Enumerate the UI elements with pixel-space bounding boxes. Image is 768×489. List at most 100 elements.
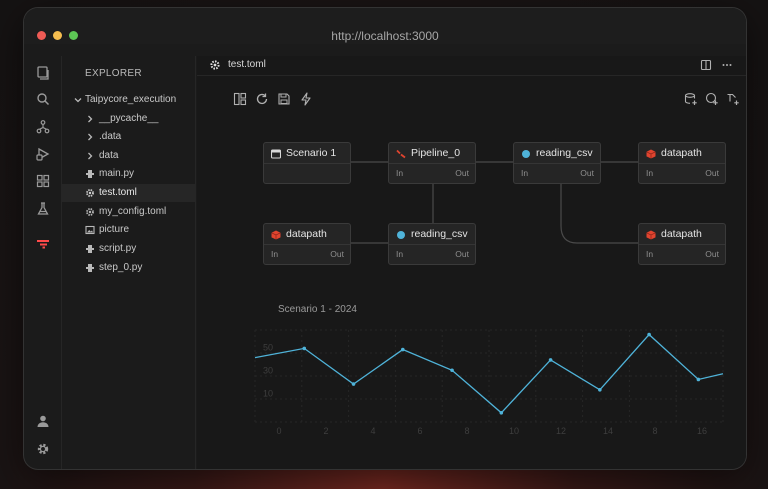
add-pipeline-icon[interactable] — [726, 92, 740, 106]
files-icon[interactable] — [35, 65, 51, 81]
node-datapath-3[interactable]: datapath In Out — [638, 223, 726, 265]
add-task-icon[interactable] — [705, 92, 719, 106]
tree-item-label: step_0.py — [99, 262, 143, 273]
image-file-icon — [85, 225, 95, 235]
tree-item-label: __pycache__ — [99, 113, 159, 124]
testing-flask-icon[interactable] — [35, 201, 51, 217]
tree-item-label: my_config.toml — [99, 206, 167, 217]
scenario-icon — [271, 149, 281, 159]
gear-file-icon — [86, 189, 94, 197]
python-file-icon — [86, 170, 94, 178]
tree-file-script-py[interactable]: script.py — [62, 240, 196, 258]
x-tick-label: 4 — [370, 426, 375, 436]
explorer-panel: EXPLORER Taipycore_execution __pycache__… — [62, 56, 196, 469]
gear-file-icon — [210, 60, 220, 70]
dag-edges — [351, 161, 639, 244]
data-node-icon — [646, 149, 656, 159]
settings-gear-icon[interactable] — [35, 441, 51, 457]
lightning-icon[interactable] — [299, 92, 313, 106]
scenario-line-chart: Scenario 1 - 2024 50 30 10 0 2 4 6 8 10 12 14 8 16 — [254, 304, 724, 436]
refresh-icon[interactable] — [255, 92, 269, 106]
tree-item-label: script.py — [99, 243, 137, 254]
run-debug-icon[interactable] — [35, 146, 51, 162]
x-tick-label: 8 — [652, 426, 657, 436]
taipy-logo-icon[interactable] — [35, 236, 51, 252]
pin-out[interactable]: Out — [705, 249, 719, 259]
browser-window: http://localhost:3000 EXPLORER Taipycore… — [24, 8, 746, 469]
y-tick-label: 30 — [263, 365, 273, 375]
extensions-icon[interactable] — [35, 173, 51, 189]
chart-title: Scenario 1 - 2024 — [278, 304, 357, 315]
y-tick-label: 50 — [263, 342, 273, 352]
url-bar[interactable]: http://localhost:3000 — [331, 29, 439, 43]
node-title: Pipeline_0 — [411, 147, 461, 159]
tree-folder-pycache[interactable]: __pycache__ — [62, 110, 196, 128]
pin-out[interactable]: Out — [330, 249, 344, 259]
node-scenario-1[interactable]: Scenario 1 — [263, 142, 351, 184]
tree-file-picture[interactable]: picture — [62, 221, 196, 239]
tree-item-label: picture — [99, 224, 130, 235]
node-datapath-2[interactable]: datapath In Out — [263, 223, 351, 265]
tree-item-label: Taipycore_execution — [85, 94, 177, 105]
chevron-right-icon — [88, 133, 93, 141]
search-icon[interactable] — [35, 91, 51, 107]
chevron-right-icon — [88, 115, 93, 123]
data-point — [450, 368, 454, 373]
data-point — [302, 346, 307, 351]
python-file-icon — [86, 245, 94, 253]
x-tick-label: 2 — [323, 426, 328, 436]
pin-in[interactable]: In — [271, 249, 279, 259]
editor-area: test.toml Scenario 1 — [197, 56, 746, 469]
tree-item-label: test.toml — [99, 187, 137, 198]
layout-icon[interactable] — [233, 92, 247, 106]
tree-file-test-toml[interactable]: test.toml — [62, 184, 196, 202]
node-datapath-1[interactable]: datapath In Out — [638, 142, 726, 184]
pin-in[interactable]: In — [646, 168, 654, 178]
pin-out[interactable]: Out — [580, 168, 594, 178]
data-point — [598, 388, 602, 392]
tree-folder-dot-data[interactable]: .data — [62, 128, 196, 146]
pin-out[interactable]: Out — [455, 249, 469, 259]
source-control-icon[interactable] — [35, 119, 51, 135]
task-icon — [522, 150, 530, 158]
node-title: Scenario 1 — [286, 147, 337, 159]
pin-in[interactable]: In — [396, 249, 404, 259]
explorer-title: EXPLORER — [85, 68, 142, 79]
x-tick-label: 6 — [417, 426, 422, 436]
data-node-icon — [271, 230, 281, 240]
node-title: reading_csv — [411, 228, 468, 240]
task-icon — [397, 231, 405, 239]
tree-folder-data[interactable]: data — [62, 147, 196, 165]
minimize-window-button[interactable] — [53, 31, 62, 40]
node-title: datapath — [661, 147, 702, 159]
data-point — [499, 411, 504, 415]
close-window-button[interactable] — [37, 31, 46, 40]
x-tick-label: 12 — [556, 426, 566, 436]
x-tick-label: 16 — [697, 426, 707, 436]
node-title: datapath — [661, 228, 702, 240]
pin-in[interactable]: In — [521, 168, 529, 178]
pin-out[interactable]: Out — [705, 168, 719, 178]
node-pipeline-0[interactable]: Pipeline_0 In Out — [388, 142, 476, 184]
node-reading-csv-2[interactable]: reading_csv In Out — [388, 223, 476, 265]
node-title: datapath — [286, 228, 327, 240]
tree-item-label: main.py — [99, 168, 135, 179]
tree-file-step-0-py[interactable]: step_0.py — [62, 259, 196, 277]
tree-file-main-py[interactable]: main.py — [62, 165, 196, 183]
split-editor-icon[interactable] — [700, 59, 712, 71]
tree-file-my-config-toml[interactable]: my_config.toml — [62, 203, 196, 221]
save-icon[interactable] — [277, 92, 291, 106]
tree-item-label: data — [99, 150, 119, 161]
tree-folder-taipycore-execution[interactable]: Taipycore_execution — [62, 91, 196, 109]
editor-tab-label[interactable]: test.toml — [228, 59, 266, 70]
maximize-window-button[interactable] — [69, 31, 78, 40]
more-actions-icon[interactable] — [721, 59, 733, 71]
pin-in[interactable]: In — [396, 168, 404, 178]
node-reading-csv-1[interactable]: reading_csv In Out — [513, 142, 601, 184]
x-tick-label: 8 — [464, 426, 469, 436]
pin-out[interactable]: Out — [455, 168, 469, 178]
data-point — [351, 382, 356, 386]
account-icon[interactable] — [35, 413, 51, 429]
pin-in[interactable]: In — [646, 249, 654, 259]
add-data-node-icon[interactable] — [684, 92, 698, 106]
